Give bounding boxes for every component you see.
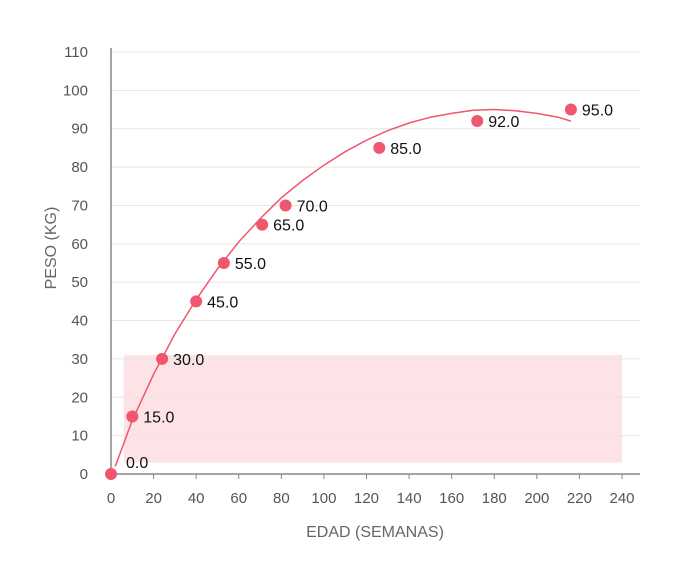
x-axis-title: EDAD (SEMANAS) — [306, 524, 444, 541]
data-point-5 — [256, 218, 269, 231]
data-points — [105, 103, 577, 480]
x-tick-label-140: 140 — [397, 490, 422, 507]
y-tick-label-40: 40 — [71, 313, 88, 330]
data-label-6: 70.0 — [297, 198, 328, 215]
data-point-2 — [156, 352, 169, 365]
data-labels: 0.0 15.0 30.0 45.0 55.0 65.0 70.0 85.0 92.0 95.0 — [126, 103, 613, 472]
x-tick-label-40: 40 — [188, 490, 205, 507]
y-tick-label-50: 50 — [71, 274, 88, 291]
x-tick-label-180: 180 — [482, 490, 507, 507]
y-tick-label-0: 0 — [80, 466, 88, 483]
data-point-9 — [564, 103, 577, 116]
x-tick-label-200: 200 — [524, 490, 549, 507]
data-label-7: 85.0 — [390, 141, 421, 158]
y-tick-label-60: 60 — [71, 236, 88, 253]
data-point-0 — [105, 468, 117, 480]
data-point-7 — [373, 141, 386, 154]
data-point-8 — [471, 115, 484, 128]
data-point-4 — [217, 257, 230, 269]
x-tick-label-160: 160 — [439, 490, 464, 507]
x-tick-label-100: 100 — [311, 490, 336, 507]
y-tick-label-70: 70 — [71, 197, 88, 214]
data-point-1 — [126, 410, 139, 423]
data-label-8: 92.0 — [488, 114, 519, 131]
gridlines — [111, 51, 640, 437]
data-label-9: 95.0 — [582, 103, 613, 120]
y-tick-label-80: 80 — [71, 159, 88, 176]
y-tick-label-110: 110 — [64, 44, 88, 61]
trend-curve — [114, 108, 572, 467]
y-tick-label-100: 100 — [63, 82, 88, 99]
trend-curve-layer — [114, 108, 572, 467]
axes: 0 10 20 30 40 50 60 70 80 90 100 110 0 20 40 60 80 100 120… — [63, 44, 640, 507]
data-label-3: 45.0 — [207, 294, 238, 311]
y-tick-label-30: 30 — [71, 351, 88, 368]
x-tick-label-80: 80 — [273, 490, 290, 507]
shaded-range-band — [123, 355, 623, 463]
y-axis-title: PESO (KG) — [43, 207, 60, 290]
x-tick-label-220: 220 — [567, 490, 592, 507]
data-label-5: 65.0 — [273, 218, 304, 235]
x-tick-label-60: 60 — [230, 490, 247, 507]
data-label-1: 15.0 — [143, 409, 174, 426]
y-tick-label-10: 10 — [71, 428, 88, 445]
data-point-6 — [279, 199, 292, 212]
y-tick-label-90: 90 — [71, 121, 88, 138]
x-tick-label-20: 20 — [145, 490, 162, 507]
x-tick-label-0: 0 — [107, 490, 115, 507]
data-label-2: 30.0 — [173, 352, 204, 369]
x-tick-label-240: 240 — [609, 490, 634, 507]
data-point-3 — [190, 295, 203, 308]
shaded-range-band-layer — [123, 355, 623, 463]
x-tick-label-120: 120 — [354, 490, 379, 507]
data-label-0: 0.0 — [126, 455, 148, 472]
data-label-4: 55.0 — [235, 256, 266, 273]
y-tick-label-20: 20 — [71, 389, 88, 406]
